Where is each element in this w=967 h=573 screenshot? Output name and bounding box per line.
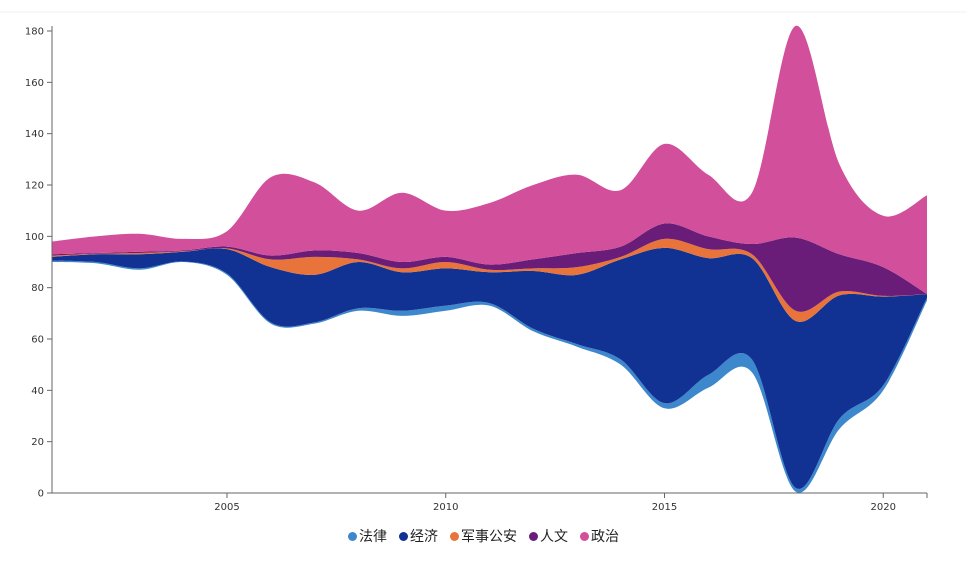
legend-item-3[interactable]: 军事公安 <box>450 526 517 546</box>
axes: 0 20 40 60 80 100 120 140 160 180 2005 2010 2015 2020 <box>25 26 928 513</box>
x-tick-label: 2015 <box>652 502 677 513</box>
legend-dot-icon <box>529 531 538 541</box>
legend-dot-icon <box>399 531 408 541</box>
legend-item-4[interactable]: 人文 <box>529 526 568 546</box>
layer-3[interactable] <box>52 238 927 322</box>
layer-4[interactable] <box>52 223 927 312</box>
legend-dot-icon <box>348 531 357 541</box>
legend-item-1[interactable]: 法律 <box>348 526 387 546</box>
x-tick-label: 2005 <box>214 502 239 513</box>
x-tick-label: 2020 <box>871 502 896 513</box>
legend-label: 军事公安 <box>461 529 517 545</box>
legend-label: 法律 <box>359 529 387 545</box>
y-tick-label: 100 <box>25 232 44 243</box>
legend-label: 经济 <box>410 529 438 545</box>
legend-label: 政治 <box>591 529 619 545</box>
y-tick-label: 120 <box>25 181 44 192</box>
legend-item-2[interactable]: 经济 <box>399 526 438 546</box>
y-tick-label: 20 <box>31 437 44 448</box>
legend-dot-icon <box>580 531 589 541</box>
y-tick-label: 160 <box>25 78 44 89</box>
legend: 法律 经济 军事公安 人文 政治 <box>0 526 967 546</box>
y-tick-label: 80 <box>31 283 44 294</box>
legend-item-5[interactable]: 政治 <box>580 526 619 546</box>
y-tick-label: 0 <box>38 489 44 500</box>
y-tick-label: 60 <box>31 335 44 346</box>
legend-dot-icon <box>450 531 459 541</box>
legend-label: 人文 <box>540 529 568 545</box>
x-tick-label: 2010 <box>433 502 458 513</box>
layers <box>52 25 927 493</box>
layer-5[interactable] <box>52 25 927 295</box>
y-tick-label: 140 <box>25 129 44 140</box>
y-tick-label: 180 <box>25 27 44 38</box>
y-tick-label: 40 <box>31 386 44 397</box>
layer-2[interactable] <box>52 247 927 489</box>
